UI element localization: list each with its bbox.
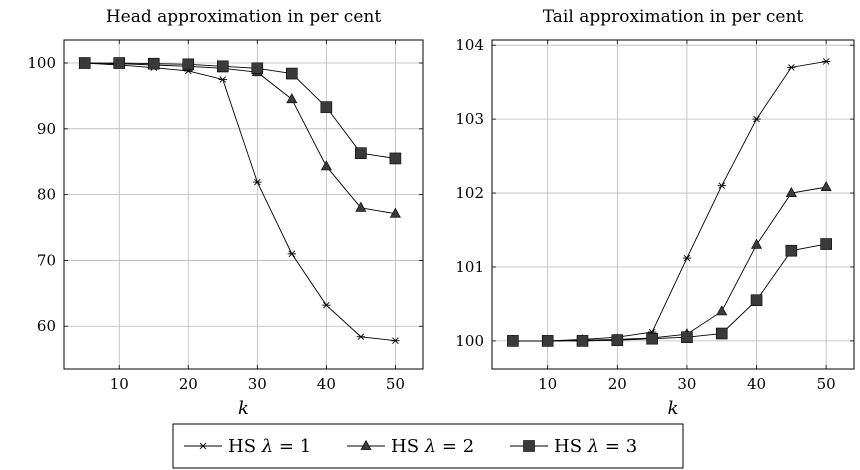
x-axis-label: k — [238, 398, 249, 419]
plot-frame — [63, 39, 424, 370]
x-tick-label: 50 — [817, 375, 836, 393]
data-point — [286, 67, 298, 80]
data-point — [750, 294, 763, 307]
data-point — [751, 238, 763, 249]
legend: HS λ = 1 HS λ = 2 HS λ = 3 — [172, 423, 684, 469]
data-point — [820, 238, 832, 250]
legend-label: HS λ = 1 — [228, 436, 311, 457]
legend-label: HS λ = 2 — [391, 436, 474, 457]
x-tick-label: 40 — [317, 375, 336, 393]
data-point — [287, 250, 297, 258]
x-tick-label: 40 — [747, 375, 766, 393]
series-triangle — [79, 56, 401, 218]
legend-item: HS λ = 2 — [347, 436, 474, 457]
series-square — [78, 57, 402, 165]
plot-frame — [491, 39, 855, 370]
x-tick-label: 50 — [386, 375, 405, 393]
legend-label: HS λ = 3 — [554, 436, 637, 457]
chart-panel-2: Tail approximation in per cent 10 20 30 40 50… — [455, 7, 855, 419]
x-tick-label: 30 — [677, 375, 696, 393]
y-tick-label: 60 — [37, 317, 56, 335]
data-point — [681, 331, 693, 344]
data-point — [611, 334, 624, 346]
data-point — [355, 147, 367, 159]
data-point — [576, 335, 589, 347]
y-tick-label: 104 — [455, 36, 484, 54]
data-point — [717, 182, 726, 189]
data-point — [389, 152, 402, 165]
y-tick-label: 102 — [455, 184, 484, 202]
data-point — [113, 57, 126, 69]
grid — [492, 40, 854, 369]
legend-item: HS λ = 1 — [184, 436, 311, 457]
data-point — [320, 101, 333, 113]
series-star — [80, 59, 400, 344]
data-point — [78, 57, 91, 69]
charts: Head approximation in per cent 10 20 30 40 50… — [27, 7, 855, 419]
chart-title: Tail approximation in per cent — [543, 7, 804, 27]
data-point — [355, 201, 367, 212]
y-tick-label: 90 — [37, 120, 56, 138]
data-point — [787, 64, 796, 71]
legend-box — [172, 423, 684, 469]
series-line — [512, 186, 827, 342]
x-tick-label: 20 — [608, 375, 627, 393]
y-tick-label: 70 — [37, 251, 56, 269]
data-point — [820, 181, 832, 192]
series-line — [84, 62, 396, 159]
data-point — [785, 186, 797, 197]
data-point — [147, 57, 160, 70]
data-point — [541, 335, 554, 347]
data-point — [218, 76, 227, 83]
series-square — [507, 238, 832, 347]
y-tick-label: 103 — [455, 110, 484, 128]
data-point — [216, 60, 229, 73]
legend-marker — [523, 440, 535, 452]
y-tick-label: 80 — [37, 186, 56, 204]
y-tick-label: 101 — [455, 258, 484, 276]
x-tick-label: 10 — [538, 375, 557, 393]
legend-marker — [198, 442, 208, 450]
data-point — [320, 160, 332, 171]
x-tick-label: 10 — [110, 375, 129, 393]
x-tick-label: 30 — [248, 375, 267, 393]
x-tick-label: 20 — [179, 375, 198, 393]
data-point — [253, 178, 262, 186]
data-point — [785, 244, 798, 257]
data-point — [391, 337, 400, 344]
data-point — [716, 305, 728, 316]
chart-title: Head approximation in per cent — [106, 7, 381, 27]
data-point — [389, 207, 401, 218]
data-point — [322, 301, 331, 309]
data-point — [646, 332, 658, 345]
grid — [64, 40, 423, 369]
data-point — [182, 58, 195, 71]
chart-panel-1: Head approximation in per cent 10 20 30 40 50… — [27, 7, 424, 419]
y-tick-label: 100 — [455, 332, 484, 350]
data-point — [507, 335, 519, 347]
series-star — [508, 58, 831, 345]
legend-item: HS λ = 3 — [510, 436, 637, 457]
series-line — [84, 62, 396, 215]
legend-marker — [360, 439, 372, 450]
series-line — [512, 243, 827, 342]
data-point — [251, 62, 264, 75]
y-tick-label: 100 — [27, 54, 56, 72]
data-point — [715, 327, 728, 340]
data-point — [356, 333, 366, 341]
x-axis-label: k — [668, 398, 679, 419]
series-line — [84, 62, 396, 342]
data-point — [752, 115, 761, 123]
data-point — [682, 254, 692, 262]
data-point — [821, 58, 831, 65]
series-line — [512, 60, 827, 342]
data-point — [286, 93, 298, 104]
